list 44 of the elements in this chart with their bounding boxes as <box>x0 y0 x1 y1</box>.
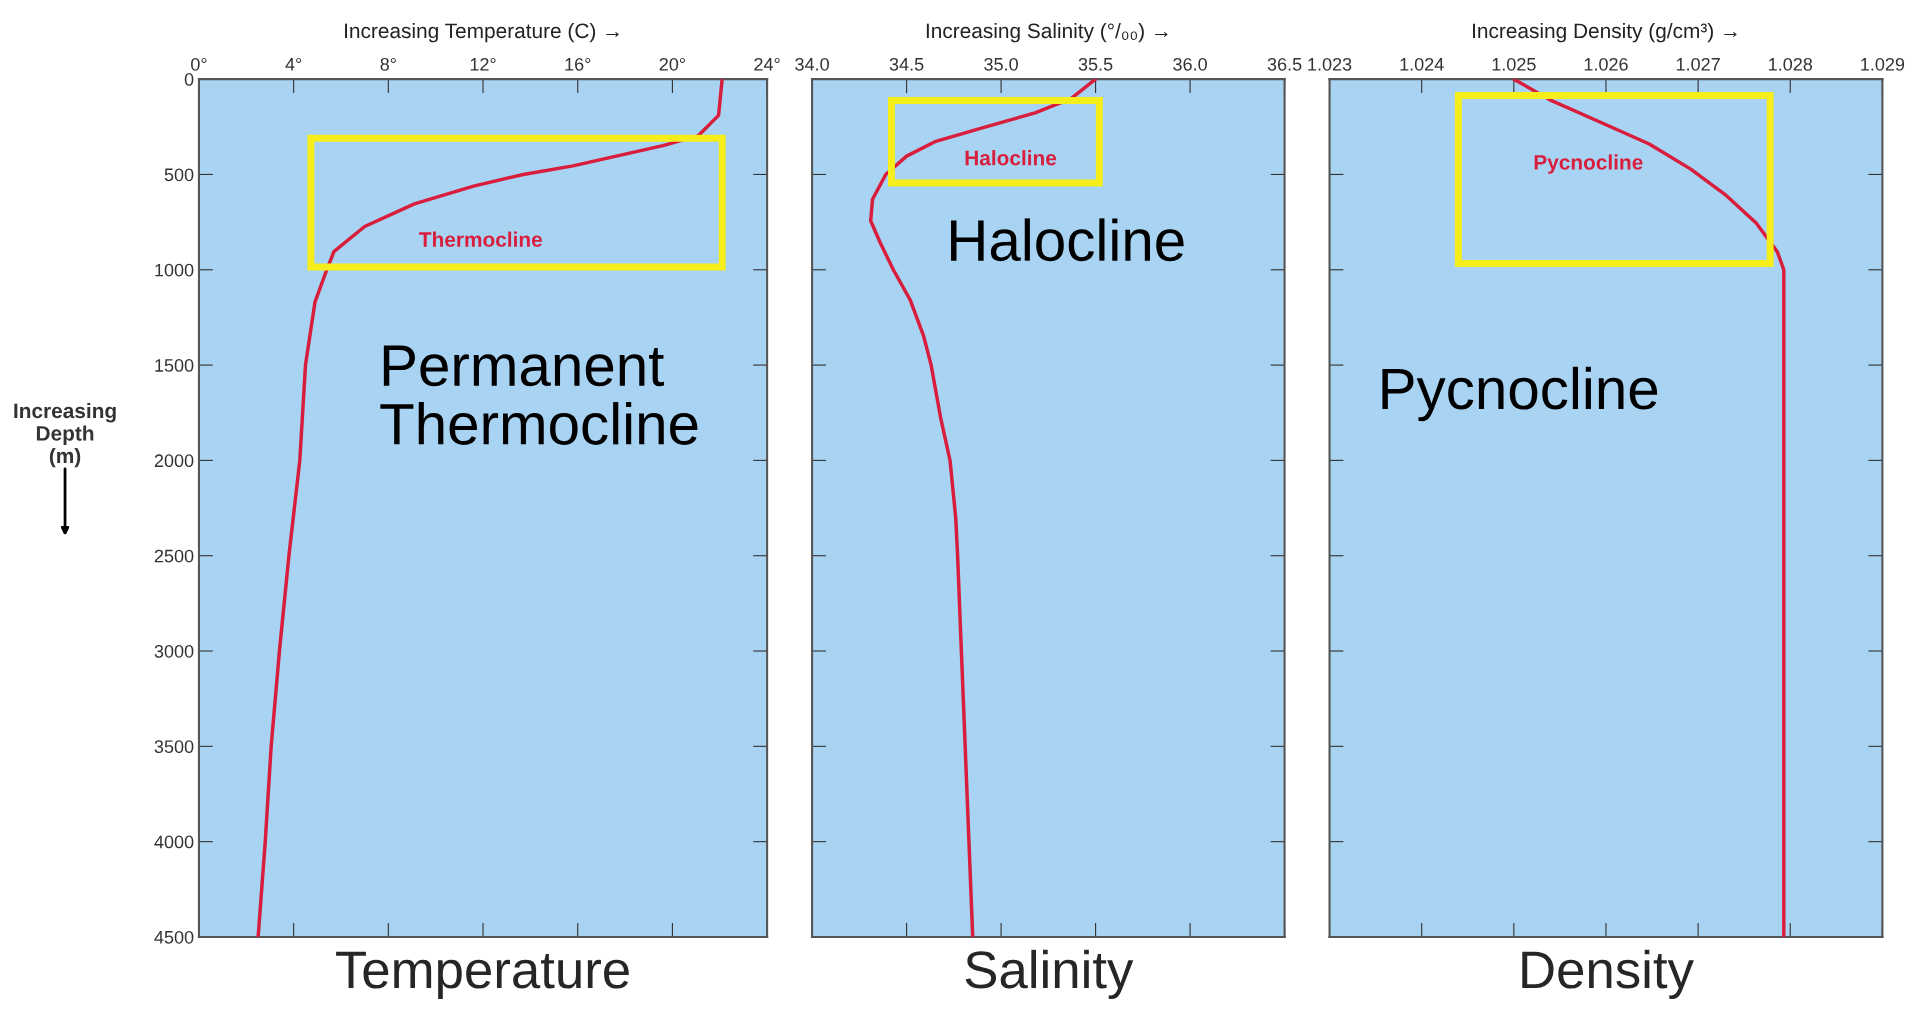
y-tick-label: 2500 <box>154 549 194 563</box>
x-tick-label: 1.026 <box>1584 57 1628 71</box>
x-tick-label: 1.023 <box>1308 57 1352 71</box>
annotation: Pycnocline <box>1534 154 1643 174</box>
x-tick-label: 35.5 <box>1078 57 1113 71</box>
x-tick-label: 36.5 <box>1267 57 1302 71</box>
x-tick-label: 34.5 <box>889 57 924 71</box>
annotation: Permanent Thermocline <box>380 345 698 445</box>
x-axis-title: Increasing Temperature (C) → <box>345 22 619 43</box>
y-tick-label: 1000 <box>155 263 194 277</box>
y-tick-label: 4500 <box>154 930 194 944</box>
y-tick-label: 4000 <box>154 835 194 849</box>
x-tick-label: 1.024 <box>1400 57 1444 71</box>
x-tick-label: 36.0 <box>1173 57 1207 71</box>
x-axis-title: Increasing Density (g/cm³) → <box>1473 22 1737 43</box>
x-tick-label: 1.029 <box>1861 57 1905 71</box>
x-axis-title: Increasing Salinity (°/₀₀) → <box>926 22 1168 43</box>
x-tick-label: 4° <box>285 57 302 71</box>
text: Density <box>1522 949 1694 1000</box>
annotation: Thermocline <box>419 231 542 247</box>
x-tick-label: 8° <box>380 57 396 71</box>
annotation: Pycnocline <box>1382 366 1658 422</box>
x-tick-label: 1.027 <box>1676 57 1720 71</box>
y-tick-label: 2000 <box>154 454 194 468</box>
y-tick-label: 1500 <box>155 359 194 372</box>
y-tick-label: 3000 <box>154 644 194 658</box>
x-tick-label: 0° <box>191 57 207 71</box>
annotation: Halocline <box>951 218 1184 262</box>
annotation: Halocline <box>965 150 1057 166</box>
x-tick-label: 20° <box>659 57 685 71</box>
y-tick-label: 3500 <box>154 740 194 754</box>
x-tick-label: 1.028 <box>1769 57 1813 71</box>
y-tick-label: 500 <box>164 168 194 182</box>
y-axis-title: Increasing Depth (m) <box>14 402 116 468</box>
x-tick-label: 1.025 <box>1492 57 1536 71</box>
x-tick-label: 35.0 <box>984 57 1018 71</box>
line-series <box>256 79 724 937</box>
x-tick-label: 34.0 <box>795 57 829 71</box>
x-tick-label: 16° <box>565 57 591 71</box>
x-tick-label: 12° <box>470 57 496 71</box>
y-tick-label: 0 <box>184 73 194 86</box>
text: Temperature <box>336 951 629 1000</box>
text: Salinity <box>965 949 1134 1000</box>
x-tick-label: 24° <box>754 57 780 71</box>
